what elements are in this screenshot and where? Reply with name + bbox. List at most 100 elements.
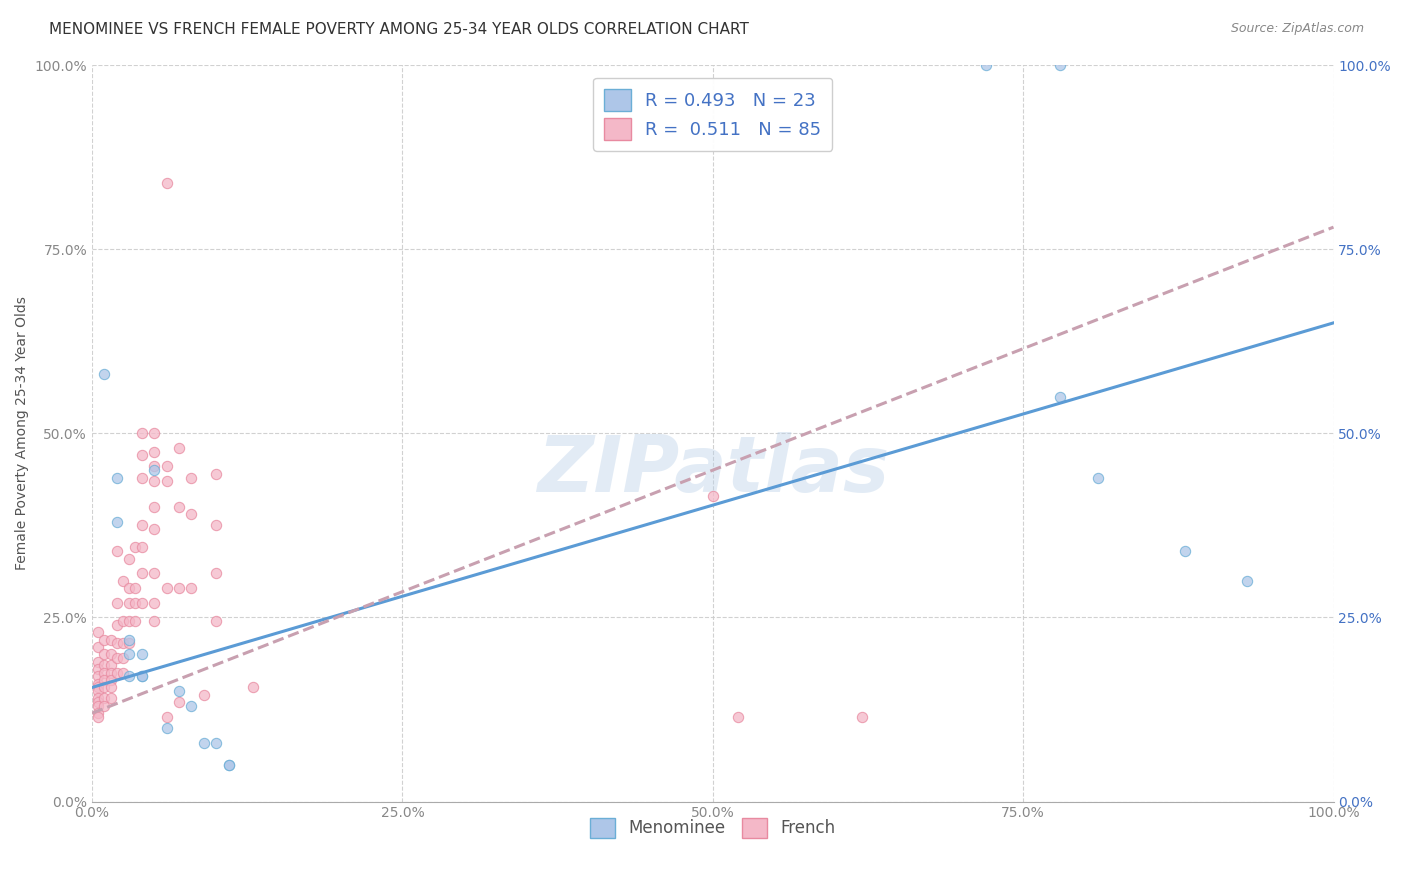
Point — [1173, 544, 1195, 558]
Point — [118, 669, 141, 683]
Point — [100, 632, 122, 647]
Point — [112, 574, 135, 588]
Point — [124, 581, 146, 595]
Point — [180, 470, 202, 484]
Point — [193, 736, 215, 750]
Point — [143, 474, 166, 488]
Point — [167, 441, 190, 455]
Point — [100, 673, 122, 687]
Point — [155, 176, 177, 190]
Text: ZIPatlas: ZIPatlas — [537, 432, 889, 508]
Text: Source: ZipAtlas.com: Source: ZipAtlas.com — [1230, 22, 1364, 36]
Point — [131, 566, 153, 581]
Point — [143, 614, 166, 628]
Point — [105, 596, 128, 610]
Point — [87, 698, 110, 713]
Point — [124, 614, 146, 628]
Point — [105, 651, 128, 665]
Point — [131, 426, 153, 441]
Point — [180, 508, 202, 522]
Point — [1049, 58, 1071, 72]
Point — [143, 426, 166, 441]
Point — [105, 515, 128, 529]
Point — [100, 665, 122, 680]
Point — [100, 681, 122, 695]
Point — [87, 677, 110, 691]
Point — [242, 681, 264, 695]
Point — [143, 463, 166, 477]
Point — [118, 596, 141, 610]
Point — [155, 710, 177, 724]
Point — [851, 710, 873, 724]
Point — [93, 647, 115, 661]
Point — [87, 710, 110, 724]
Point — [87, 640, 110, 654]
Point — [167, 581, 190, 595]
Point — [167, 695, 190, 709]
Point — [124, 541, 146, 555]
Point — [93, 681, 115, 695]
Point — [143, 522, 166, 536]
Point — [218, 757, 240, 772]
Point — [155, 721, 177, 735]
Point — [131, 669, 153, 683]
Point — [205, 467, 228, 481]
Point — [131, 596, 153, 610]
Point — [205, 736, 228, 750]
Point — [155, 581, 177, 595]
Point — [143, 596, 166, 610]
Point — [87, 681, 110, 695]
Point — [87, 684, 110, 698]
Point — [93, 658, 115, 673]
Point — [1087, 470, 1109, 484]
Point — [143, 459, 166, 474]
Point — [205, 566, 228, 581]
Point — [205, 614, 228, 628]
Point — [155, 459, 177, 474]
Point — [118, 647, 141, 661]
Point — [93, 665, 115, 680]
Point — [180, 581, 202, 595]
Point — [118, 551, 141, 566]
Point — [167, 500, 190, 514]
Point — [180, 698, 202, 713]
Point — [143, 500, 166, 514]
Point — [93, 673, 115, 687]
Point — [205, 518, 228, 533]
Point — [727, 710, 749, 724]
Point — [974, 58, 997, 72]
Point — [87, 695, 110, 709]
Point — [143, 444, 166, 458]
Point — [100, 691, 122, 706]
Text: MENOMINEE VS FRENCH FEMALE POVERTY AMONG 25-34 YEAR OLDS CORRELATION CHART: MENOMINEE VS FRENCH FEMALE POVERTY AMONG… — [49, 22, 749, 37]
Point — [131, 541, 153, 555]
Point — [131, 647, 153, 661]
Point — [131, 470, 153, 484]
Point — [105, 544, 128, 558]
Point — [131, 518, 153, 533]
Point — [118, 632, 141, 647]
Point — [87, 706, 110, 721]
Point — [118, 636, 141, 650]
Point — [100, 658, 122, 673]
Point — [1049, 390, 1071, 404]
Point — [87, 669, 110, 683]
Point — [105, 617, 128, 632]
Point — [105, 636, 128, 650]
Point — [118, 581, 141, 595]
Point — [143, 566, 166, 581]
Point — [112, 665, 135, 680]
Point — [93, 368, 115, 382]
Point — [124, 596, 146, 610]
Point — [93, 632, 115, 647]
Point — [112, 651, 135, 665]
Point — [87, 655, 110, 669]
Point — [112, 636, 135, 650]
Point — [131, 449, 153, 463]
Point — [105, 470, 128, 484]
Point — [112, 614, 135, 628]
Point — [93, 691, 115, 706]
Y-axis label: Female Poverty Among 25-34 Year Olds: Female Poverty Among 25-34 Year Olds — [15, 296, 30, 570]
Point — [100, 647, 122, 661]
Point — [118, 614, 141, 628]
